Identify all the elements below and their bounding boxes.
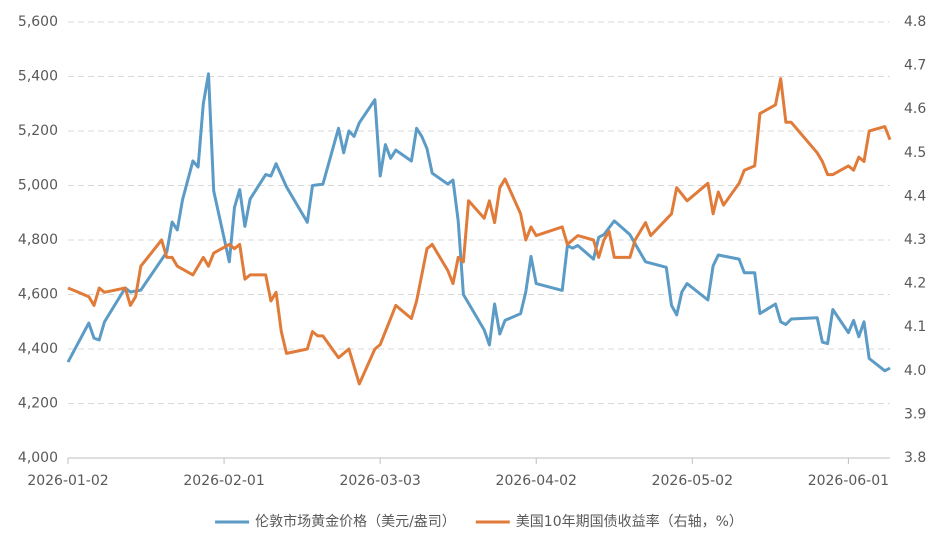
series-line [67, 77, 892, 386]
y-tick-label: 5,000 [18, 178, 58, 194]
y-tick-label: 4,000 [18, 450, 58, 466]
y2-tick-label: 4.5 [904, 145, 926, 161]
y2-tick-label: 4.7 [904, 58, 926, 74]
y2-tick-label: 4.6 [904, 101, 926, 117]
y-tick-label: 4,800 [18, 232, 58, 248]
y2-tick-label: 4.8 [904, 14, 926, 30]
y2-tick-label: 4.3 [904, 232, 926, 248]
y-tick-label: 4,200 [18, 396, 58, 412]
y-tick-label: 4,600 [18, 287, 58, 303]
x-tick-label: 2026-01-02 [27, 473, 108, 489]
x-tick-label: 2026-06-01 [808, 473, 889, 489]
y-tick-label: 4,400 [18, 341, 58, 357]
x-tick-label: 2026-02-01 [183, 473, 264, 489]
x-tick-label: 2026-05-02 [652, 473, 733, 489]
y2-tick-label: 4.2 [904, 276, 926, 292]
y2-tick-label: 4.0 [904, 363, 926, 379]
y2-tick-label: 4.4 [904, 188, 926, 204]
y2-tick-label: 3.8 [904, 450, 926, 466]
y-tick-label: 5,600 [18, 14, 58, 30]
x-tick-label: 2026-04-02 [496, 473, 577, 489]
y2-tick-label: 3.9 [904, 406, 926, 422]
series-line [66, 72, 891, 373]
y-tick-label: 5,400 [18, 69, 58, 85]
x-tick-label: 2026-03-03 [339, 473, 420, 489]
legend-label: 伦敦市场黄金价格（美元/盎司） [255, 513, 456, 530]
y2-tick-label: 4.1 [904, 319, 926, 335]
legend-label: 美国10年期国债收益率（右轴，%） [516, 513, 743, 530]
y-tick-label: 5,200 [18, 123, 58, 139]
